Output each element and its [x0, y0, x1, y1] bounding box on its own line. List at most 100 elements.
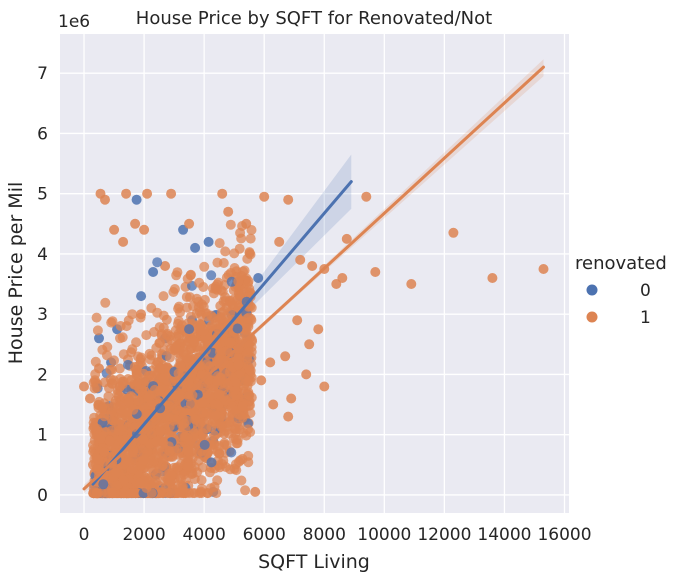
cloud-point	[241, 375, 252, 386]
cloud-point	[222, 379, 233, 390]
data-point-renovated-1	[292, 315, 303, 326]
cloud-point	[125, 488, 136, 499]
cloud-point	[222, 345, 233, 356]
cloud-point	[194, 277, 205, 288]
data-point-renovated-1	[121, 188, 132, 199]
cloud-point	[225, 337, 236, 348]
chart-title: House Price by SQFT for Renovated/Not	[136, 8, 492, 29]
cloud-point	[183, 446, 194, 457]
cloud-point	[234, 289, 245, 300]
data-point-renovated-1	[184, 218, 195, 229]
data-point-renovated-0	[148, 267, 159, 277]
data-point-renovated-1	[337, 273, 348, 283]
cloud-point	[106, 485, 117, 496]
cloud-point	[158, 291, 169, 302]
cloud-point	[246, 225, 257, 235]
y-tick-label: 6	[37, 124, 48, 144]
cloud-point	[135, 312, 146, 323]
cloud-point	[165, 352, 175, 363]
cloud-point	[213, 441, 224, 451]
cloud-point	[199, 439, 210, 450]
cloud-point	[184, 324, 195, 335]
cloud-point	[181, 415, 192, 426]
cloud-point	[171, 343, 182, 354]
cloud-point	[155, 425, 166, 436]
cloud-point	[114, 363, 125, 374]
data-point-renovated-0	[253, 273, 264, 283]
cloud-point	[162, 362, 172, 373]
cloud-point	[146, 488, 157, 499]
data-point-renovated-1	[166, 188, 177, 199]
cloud-point	[243, 450, 254, 461]
data-point-renovated-1	[109, 224, 120, 235]
legend: renovated 0 1	[575, 253, 667, 328]
cloud-point	[122, 407, 133, 418]
data-point-renovated-1	[307, 261, 318, 271]
data-point-renovated-1	[370, 267, 381, 277]
cloud-point	[202, 311, 213, 322]
data-point-renovated-1	[406, 279, 417, 289]
cloud-point	[204, 361, 215, 372]
y-tick-label: 0	[37, 486, 48, 506]
y-tick-label: 7	[37, 64, 48, 84]
cloud-point	[109, 355, 119, 366]
cloud-point	[214, 389, 225, 400]
data-point-renovated-1	[250, 486, 261, 497]
data-point-renovated-1	[283, 194, 294, 205]
cloud-point	[145, 354, 156, 365]
grid	[60, 34, 569, 513]
data-point-renovated-1	[268, 399, 279, 410]
cloud-point	[151, 342, 162, 353]
regression-lines	[82, 65, 545, 491]
data-point-renovated-1	[313, 324, 324, 335]
x-tick-label: 16000	[537, 525, 591, 545]
data-point-renovated-1	[160, 261, 171, 271]
cloud-point	[226, 403, 237, 414]
x-tick-label: 14000	[477, 525, 531, 545]
cloud-point	[170, 325, 181, 336]
data-point-renovated-1	[265, 357, 276, 368]
cloud-point	[133, 351, 143, 362]
cloud-point	[236, 475, 247, 486]
cloud-point	[121, 321, 132, 332]
data-point-renovated-1	[118, 236, 129, 247]
cloud-point	[175, 473, 186, 484]
cloud-point	[237, 221, 248, 231]
cloud-point	[91, 463, 102, 474]
cloud-point	[196, 483, 207, 494]
y-offset-label: 1e6	[58, 12, 90, 32]
x-tick-label: 0	[79, 525, 90, 545]
cloud-point	[191, 293, 202, 304]
data-point-renovated-0	[94, 333, 104, 344]
cloud-point	[133, 395, 144, 406]
cloud-point	[225, 268, 236, 278]
data-point-renovated-1	[142, 188, 153, 199]
cloud-point	[99, 426, 110, 437]
data-point-renovated-1	[301, 369, 312, 380]
cloud-point	[220, 462, 231, 472]
cloud-point	[104, 435, 115, 446]
legend-marker-1	[586, 311, 598, 323]
x-tick-labels: 0 2000 4000 6000 8000 10000 12000 14000 16000	[79, 525, 592, 545]
cloud-point	[108, 375, 119, 386]
y-tick-label: 5	[37, 185, 48, 205]
cloud-point	[118, 475, 129, 486]
data-point-renovated-1	[130, 218, 141, 229]
cloud-point	[197, 407, 208, 418]
cloud-point	[207, 320, 218, 331]
data-point-renovated-1	[341, 233, 352, 244]
cloud-point	[226, 447, 237, 458]
cloud-point	[244, 247, 255, 258]
cloud-point	[172, 488, 183, 499]
legend-label-0: 0	[640, 281, 651, 301]
cloud-point	[226, 298, 237, 309]
cloud-point	[172, 462, 183, 473]
cloud-point	[164, 421, 175, 432]
data-point-renovated-1	[319, 381, 330, 392]
data-point-renovated-1	[259, 191, 270, 202]
cloud-point	[93, 454, 104, 465]
x-tick-label: 12000	[417, 525, 471, 545]
cloud-point	[106, 317, 117, 328]
cloud-point	[171, 270, 182, 281]
